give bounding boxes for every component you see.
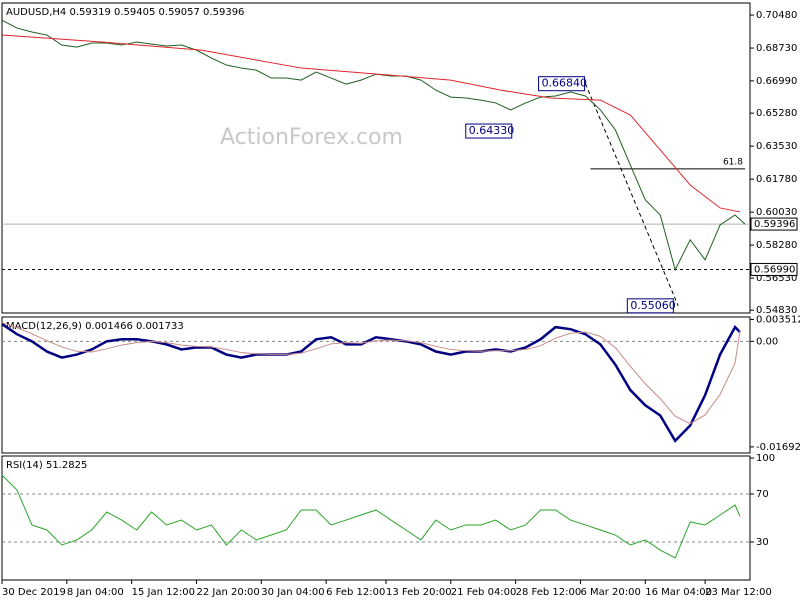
y-tick-label: 0.003512 <box>756 314 800 325</box>
y-tick-label: 0.65280 <box>756 108 797 119</box>
series-line <box>1 474 741 559</box>
annotation-box <box>538 76 586 92</box>
panel-frame <box>1 2 751 314</box>
fib-label: 61.8 <box>723 157 743 167</box>
x-tick-label: 22 Jan 20:00 <box>196 587 259 598</box>
series-line <box>1 322 741 425</box>
y-tick-label: 0.61780 <box>756 174 797 185</box>
annotation-box <box>465 123 513 139</box>
y-tick-label: 30 <box>756 537 769 548</box>
x-tick-label: 21 Feb 04:00 <box>451 587 517 598</box>
panel-title: MACD(12,26,9) 0.001466 0.001733 <box>6 321 184 332</box>
x-tick-label: 8 Jan 04:00 <box>67 587 124 598</box>
annotation-label: 0.66840 <box>542 77 588 90</box>
y-tick-label: 100 <box>756 453 775 464</box>
annotation-box <box>626 298 674 314</box>
x-tick-label: 28 Feb 12:00 <box>516 587 582 598</box>
x-tick-label: 30 Jan 04:00 <box>261 587 324 598</box>
y-tick-label: 0.70480 <box>756 10 797 21</box>
x-tick-label: 13 Feb 20:00 <box>386 587 452 598</box>
panel-title: AUDUSD,H4 0.59319 0.59405 0.59057 0.5939… <box>6 7 244 18</box>
y-tick-label: 0.63530 <box>756 141 797 152</box>
x-tick-label: 16 Mar 04:00 <box>645 587 712 598</box>
x-tick-label: 6 Mar 20:00 <box>580 587 640 598</box>
y-tick-label: 0.56530 <box>756 273 797 284</box>
price-label: 0.59396 <box>754 219 795 230</box>
price-label: 0.56990 <box>754 264 795 275</box>
panel-title: RSI(14) 51.2825 <box>6 460 87 471</box>
x-tick-label: 6 Feb 12:00 <box>326 587 385 598</box>
annotation-label: 0.64330 <box>469 124 515 137</box>
series-line <box>1 323 741 443</box>
panel-frame <box>1 316 751 454</box>
y-tick-label: -0.016921 <box>756 442 800 453</box>
y-tick-label: 0.68730 <box>756 43 797 54</box>
y-tick-label: 0.54830 <box>756 305 797 316</box>
y-tick-label: 0.60030 <box>756 207 797 218</box>
y-tick-label: 0.00 <box>756 336 778 347</box>
watermark: ActionForex.com <box>220 125 403 150</box>
annotation-label: 0.55060 <box>630 299 676 312</box>
x-tick-label: 30 Dec 2019 <box>2 587 66 598</box>
y-tick-label: 0.66990 <box>756 76 797 87</box>
x-tick-label: 23 Mar 12:00 <box>705 587 772 598</box>
price-label-box <box>750 262 798 276</box>
price-label-box <box>750 217 798 231</box>
y-tick-label: 70 <box>756 489 769 500</box>
panel-frame <box>1 455 751 581</box>
y-tick-label: 0.58280 <box>756 240 797 251</box>
x-tick-label: 15 Jan 12:00 <box>132 587 195 598</box>
series-line <box>1 34 741 213</box>
zigzag-line <box>584 83 679 307</box>
